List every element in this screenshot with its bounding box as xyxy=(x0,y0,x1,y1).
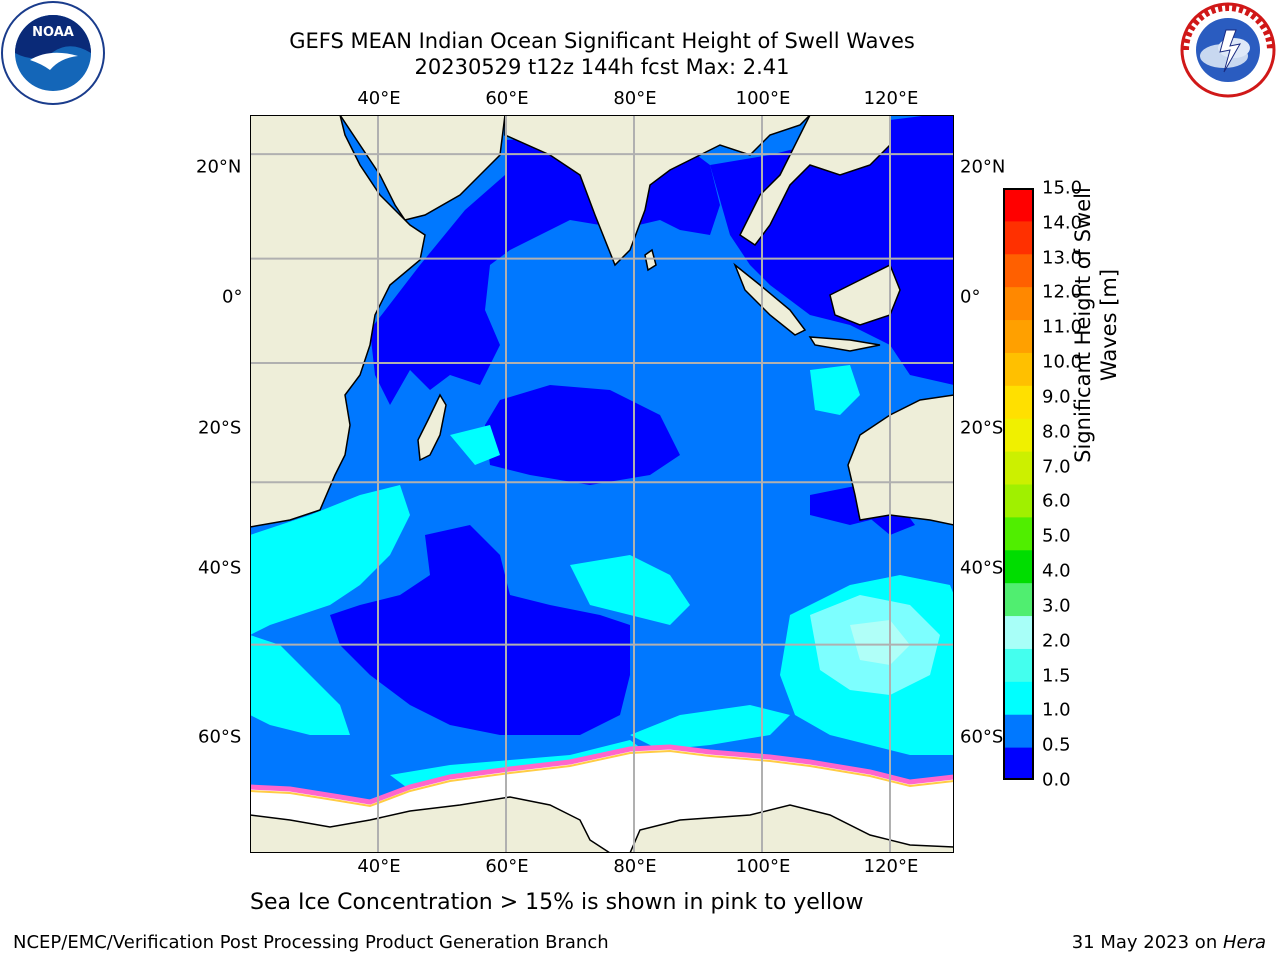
lon-tick-top: 40°E xyxy=(357,88,401,109)
lon-tick-top: 80°E xyxy=(613,88,657,109)
lon-tick-bottom: 60°E xyxy=(485,856,529,877)
colorbar-swatch xyxy=(1003,484,1034,518)
lat-tick-left: 60°S xyxy=(198,726,242,748)
colorbar-swatch xyxy=(1003,648,1034,682)
india-land xyxy=(504,115,812,267)
lat-tick-left: 20°N xyxy=(196,156,242,178)
noaa-logo-icon: NOAA xyxy=(1,1,105,105)
colorbar-swatch xyxy=(1003,220,1034,255)
colorbar-tick-label: 11.0 xyxy=(1042,316,1083,338)
lon-tick-top: 100°E xyxy=(735,88,791,109)
chart-title: GEFS MEAN Indian Ocean Significant Heigh… xyxy=(289,29,915,53)
colorbar-tick-label: 14.0 xyxy=(1042,212,1083,234)
borneo-land xyxy=(829,263,901,326)
colorbar-tick-label: 3.0 xyxy=(1042,595,1071,617)
africa-land xyxy=(250,115,426,528)
colorbar-tick-label: 1.0 xyxy=(1042,699,1071,721)
lat-tick-right: 0° xyxy=(960,286,981,308)
colorbar-tick-label: 1.5 xyxy=(1042,665,1071,687)
colorbar-swatch xyxy=(1003,747,1034,780)
colorbar-tick-label: 8.0 xyxy=(1042,421,1071,443)
colorbar-title: Significant Height of Swell Waves [m] xyxy=(1071,187,1121,463)
colorbar-swatch xyxy=(1003,451,1034,485)
colorbar-swatch xyxy=(1003,418,1034,452)
footer-credit: NCEP/EMC/Verification Post Processing Pr… xyxy=(13,932,609,953)
colorbar-swatch xyxy=(1003,253,1034,288)
map-canvas xyxy=(250,115,954,853)
lon-tick-top: 60°E xyxy=(485,88,529,109)
colorbar-swatch xyxy=(1003,286,1034,321)
sea-ice-caption: Sea Ice Concentration > 15% is shown in … xyxy=(250,890,864,915)
colorbar-swatch xyxy=(1003,188,1034,222)
lat-tick-left: 0° xyxy=(222,286,243,308)
footer-date-text: 31 May 2023 on xyxy=(1071,932,1223,953)
sri-lanka-land xyxy=(644,248,657,272)
lat-tick-left: 40°S xyxy=(198,557,242,579)
antarctica-land-east xyxy=(629,804,954,853)
colorbar-tick-label: 15.0 xyxy=(1042,177,1083,199)
antarctica-land xyxy=(250,796,612,853)
colorbar-tick-label: 13.0 xyxy=(1042,247,1083,269)
lat-tick-right: 40°S xyxy=(960,557,1004,579)
footer-host: Hera xyxy=(1222,932,1266,953)
colorbar-tick-label: 9.0 xyxy=(1042,386,1071,408)
colorbar-swatch xyxy=(1003,319,1034,353)
lon-tick-bottom: 80°E xyxy=(613,856,657,877)
colorbar-tick-label: 12.0 xyxy=(1042,281,1083,303)
colorbar-swatch xyxy=(1003,714,1034,748)
colorbar-border xyxy=(1003,188,1034,780)
colorbar-swatch xyxy=(1003,549,1034,584)
colorbar-tick-label: 6.0 xyxy=(1042,490,1071,512)
colorbar-tick-label: 0.5 xyxy=(1042,734,1071,756)
colorbar-swatch xyxy=(1003,385,1034,419)
colorbar-tick-label: 7.0 xyxy=(1042,456,1071,478)
lon-tick-bottom: 120°E xyxy=(863,856,919,877)
sea-ice-edge xyxy=(250,744,954,805)
colorbar-swatch xyxy=(1003,516,1034,551)
map-frame xyxy=(250,115,954,853)
chart-subtitle: 20230529 t12z 144h fcst Max: 2.41 xyxy=(414,55,790,79)
java-land xyxy=(808,336,881,352)
lon-tick-top: 120°E xyxy=(863,88,919,109)
colorbar-tick-label: 4.0 xyxy=(1042,560,1071,582)
colorbar-tick-label: 10.0 xyxy=(1042,351,1083,373)
colorbar-swatch xyxy=(1003,615,1034,649)
nws-logo-icon xyxy=(1180,2,1276,98)
colorbar-swatch xyxy=(1003,582,1034,617)
lat-tick-right: 20°N xyxy=(960,156,1006,178)
sea-ice-edge-inner xyxy=(250,749,954,808)
colorbar-tick-label: 0.0 xyxy=(1042,769,1071,791)
colorbar-swatch xyxy=(1003,352,1034,386)
australia-land xyxy=(847,394,954,526)
se-asia-land xyxy=(739,115,891,247)
lat-tick-right: 20°S xyxy=(960,417,1004,439)
lat-tick-left: 20°S xyxy=(198,417,242,439)
lon-tick-bottom: 40°E xyxy=(357,856,401,877)
graticule xyxy=(250,115,954,853)
colorbar xyxy=(1003,188,1034,780)
lon-tick-bottom: 100°E xyxy=(735,856,791,877)
lat-tick-right: 60°S xyxy=(960,726,1004,748)
sumatra-land xyxy=(733,262,807,336)
footer-date: 31 May 2023 on Hera xyxy=(1072,932,1266,953)
colorbar-swatch xyxy=(1003,681,1034,715)
svg-text:NOAA: NOAA xyxy=(32,25,74,40)
colorbar-tick-label: 2.0 xyxy=(1042,630,1071,652)
colorbar-tick-label: 5.0 xyxy=(1042,525,1071,547)
madagascar-land xyxy=(417,393,447,462)
